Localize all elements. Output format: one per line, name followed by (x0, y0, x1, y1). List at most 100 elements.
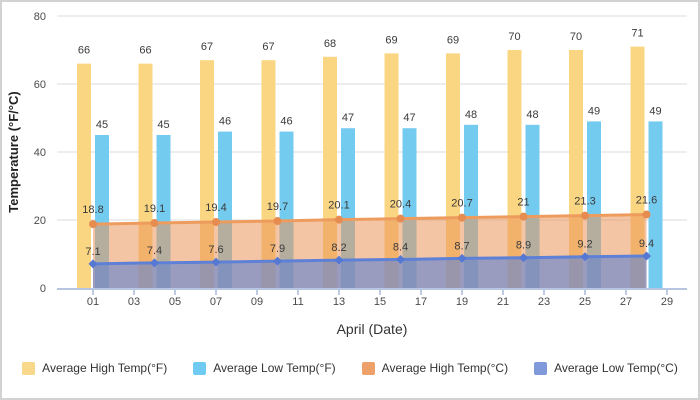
value-label-low-f: 46 (280, 116, 292, 128)
marker-low-c (88, 259, 98, 269)
legend-swatch (193, 361, 207, 375)
value-label-low-c: 7.6 (208, 244, 223, 256)
value-label-low-f: 49 (649, 105, 661, 117)
marker-low-c (642, 251, 651, 261)
value-label-high-c: 18.8 (82, 204, 103, 216)
value-label-high-f: 66 (139, 45, 151, 57)
value-label-high-f: 70 (570, 31, 582, 43)
legend-label: Average Low Temp(°C) (554, 361, 678, 375)
legend-item: Average Low Temp(°F) (193, 361, 336, 375)
marker-high-c (519, 212, 528, 221)
value-label-low-f: 48 (465, 109, 477, 121)
value-label-low-c: 7.4 (147, 245, 162, 257)
value-label-high-f: 68 (324, 38, 336, 50)
marker-low-c (150, 258, 159, 268)
marker-high-c (273, 217, 282, 226)
x-tick-label: 17 (415, 296, 427, 308)
x-tick-label: 03 (128, 296, 140, 308)
value-label-high-c: 21 (517, 197, 529, 209)
x-tick-label: 29 (661, 296, 673, 308)
line-low-c (92, 254, 647, 266)
y-tick-label: 40 (34, 147, 46, 159)
value-label-low-c: 8.4 (393, 241, 408, 253)
legend-item: Average High Temp(°F) (22, 361, 167, 375)
value-label-low-f: 46 (219, 116, 231, 128)
x-tick-label: 27 (620, 296, 632, 308)
marker-low-c (334, 255, 344, 265)
value-label-high-c: 21.3 (574, 196, 595, 208)
line-high-c (92, 213, 647, 226)
value-label-low-c: 7.1 (85, 246, 100, 258)
marker-low-c (457, 253, 467, 263)
marker-high-c (642, 210, 651, 219)
value-label-low-c: 9.2 (577, 239, 592, 251)
marker-low-c (211, 257, 221, 267)
legend-swatch (361, 361, 375, 375)
value-label-low-c: 9.4 (639, 238, 654, 250)
value-label-high-c: 20.7 (451, 198, 472, 210)
bar-low-f (648, 121, 663, 289)
marker-high-c (458, 213, 466, 222)
value-label-high-f: 67 (262, 41, 274, 53)
value-label-high-c: 21.6 (636, 195, 657, 207)
x-tick-label: 13 (333, 296, 345, 308)
legend-item: Average High Temp(°C) (361, 361, 509, 375)
x-tick-label: 25 (579, 296, 591, 308)
value-label-low-c: 8.2 (331, 242, 346, 254)
value-label-low-f: 45 (157, 119, 169, 131)
chart-legend: Average High Temp(°F) Average Low Temp(°F… (2, 361, 698, 375)
value-label-low-f: 47 (342, 112, 354, 124)
marker-high-c (396, 214, 405, 223)
y-axis-title: Temperature (°F/°C) (6, 91, 21, 212)
value-label-low-f: 49 (588, 105, 600, 117)
legend-label: Average Low Temp(°F) (213, 361, 336, 375)
y-tick-label: 60 (34, 79, 46, 91)
value-label-high-f: 67 (201, 41, 213, 53)
legend-item: Average Low Temp(°C) (534, 361, 678, 375)
x-tick-label: 15 (374, 296, 386, 308)
legend-label: Average High Temp(°F) (42, 361, 168, 375)
value-label-low-c: 8.7 (454, 240, 469, 252)
value-label-high-c: 20.1 (328, 200, 349, 212)
legend-swatch (534, 361, 548, 375)
marker-high-c (581, 211, 589, 220)
x-tick-label: 01 (87, 296, 99, 308)
x-tick-label: 09 (251, 296, 263, 308)
x-tick-label: 21 (497, 296, 509, 308)
legend-label: Average High Temp(°C) (381, 361, 509, 375)
marker-low-c (396, 254, 405, 264)
bar-high-f (77, 63, 91, 288)
y-tick-label: 80 (34, 11, 46, 23)
y-tick-label: 20 (34, 215, 46, 227)
value-label-high-c: 19.1 (144, 203, 165, 215)
value-label-low-c: 7.9 (270, 243, 285, 255)
legend-swatch (22, 361, 36, 375)
marker-low-c (519, 253, 528, 263)
marker-high-c (89, 220, 97, 229)
marker-high-c (150, 219, 159, 228)
x-tick-label: 23 (538, 296, 550, 308)
x-axis-title: April (Date) (337, 321, 408, 337)
value-label-high-c: 20.4 (390, 199, 411, 211)
x-tick-label: 07 (210, 296, 222, 308)
value-label-high-f: 69 (447, 34, 459, 46)
area-low-c (93, 256, 647, 288)
value-label-low-f: 48 (526, 109, 538, 121)
value-label-low-f: 45 (96, 119, 108, 131)
x-tick-label: 11 (292, 296, 303, 308)
value-label-low-c: 8.9 (516, 240, 531, 252)
value-label-high-c: 19.4 (205, 202, 226, 214)
marker-low-c (273, 256, 282, 266)
temperature-chart: 01 03 05 07 09 11 13 15 17 19 21 23 25 27 29 0 20 40 60 80 6… (6, 11, 687, 337)
plot-area: 01 03 05 07 09 11 13 15 17 19 21 23 25 27 29 0 20 40 60 80 6… (34, 11, 687, 308)
value-label-high-f: 71 (631, 28, 643, 40)
marker-low-c (580, 252, 590, 262)
value-label-low-f: 47 (403, 112, 415, 124)
value-label-high-f: 70 (508, 31, 520, 43)
x-tick-label: 19 (456, 296, 468, 308)
y-tick-label: 0 (40, 283, 46, 295)
value-label-high-c: 19.7 (267, 201, 288, 213)
value-label-high-f: 66 (78, 45, 90, 57)
value-label-high-f: 69 (385, 34, 397, 46)
